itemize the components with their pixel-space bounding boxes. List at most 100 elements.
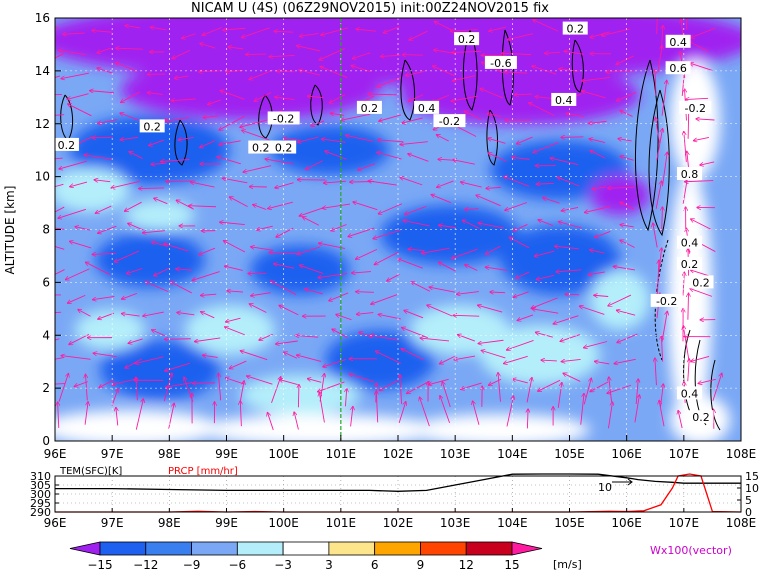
contour-label: -0.2 <box>685 102 706 115</box>
x-tick-label: 106E <box>611 447 642 461</box>
surface-x-tick-label: 107E <box>669 516 700 530</box>
x-tick-label: 104E <box>497 447 528 461</box>
surface-x-tick-label: 96E <box>44 516 67 530</box>
colorbar-box <box>237 542 283 555</box>
contour-label: 0.2 <box>143 120 161 133</box>
y-axis-label: ALTITUDE [km] <box>3 186 17 275</box>
wind-vector <box>402 55 423 56</box>
colorbar-box <box>100 542 146 555</box>
vector-legend-label: Wx100(vector) <box>650 544 732 557</box>
colorbar-tick-label: 6 <box>371 558 379 572</box>
contour-label: 0.2 <box>361 102 379 115</box>
contour-label: 0.4 <box>681 387 699 400</box>
x-tick-label: 98E <box>158 447 181 461</box>
colorbar-tick-label: −3 <box>274 558 292 572</box>
x-tick-label: 102E <box>383 447 414 461</box>
wind-vector <box>164 339 190 340</box>
wind-vector <box>688 293 689 320</box>
wind-vector <box>356 292 374 293</box>
colorbar-box <box>329 542 375 555</box>
field-blob <box>75 310 145 350</box>
wind-field <box>34 0 755 446</box>
surface-x-tick-label: 101E <box>326 516 357 530</box>
surface-x-tick-label: 99E <box>215 516 238 530</box>
colorbar-tick-label: −6 <box>228 558 246 572</box>
contour-label: 0.4 <box>669 36 687 49</box>
y-tick-label: 12 <box>35 117 50 131</box>
field-blob <box>185 305 275 355</box>
surface-x-tick-label: 106E <box>611 516 642 530</box>
colorbar-triangle-low <box>70 542 100 555</box>
chart-title: NICAM U (4S) (06Z29NOV2015) init:00Z24NO… <box>191 1 549 16</box>
x-tick-label: 97E <box>101 447 124 461</box>
contour-label: 0.2 <box>58 139 76 152</box>
contour-label: 0.2 <box>252 142 270 155</box>
wind-vector <box>686 0 687 30</box>
x-tick-label: 101E <box>326 447 357 461</box>
surface-x-tick-label: 105E <box>554 516 585 530</box>
y-tick-label: 0 <box>42 434 50 448</box>
field-blob <box>240 375 360 415</box>
surface-panel: TEM(SFC)[K] PRCP [mm/hr] 310305300295290… <box>30 466 759 530</box>
contour-label: -0.6 <box>490 57 511 70</box>
wind-vector <box>298 384 299 407</box>
contour-label: 0.4 <box>418 102 436 115</box>
colorbar-box <box>375 542 421 555</box>
wind-vector <box>45 94 61 95</box>
y-tick-label: 4 <box>42 328 50 342</box>
colorbar-tick-label: 15 <box>504 558 519 572</box>
x-tick-label: 96E <box>44 447 67 461</box>
surface-x-tick-label: 104E <box>497 516 528 530</box>
temperature-axis-label: TEM(SFC)[K] <box>59 466 122 477</box>
surface-x-tick-label: 97E <box>101 516 124 530</box>
field-blob <box>250 245 350 295</box>
y-tick-label: 14 <box>35 64 50 78</box>
precip-axis-label: PRCP [mm/hr] <box>168 466 238 477</box>
field-blob <box>50 168 130 212</box>
contour-label: -0.2 <box>656 295 677 308</box>
colorbar-tick-label: −9 <box>183 558 201 572</box>
colorbar-box <box>466 542 512 555</box>
colorbar-tick-label: −12 <box>133 558 158 572</box>
surface-annotation: 10 <box>598 481 612 494</box>
x-tick-label: 105E <box>554 447 585 461</box>
contour-label: 0.4 <box>681 237 699 250</box>
annotation-arrow <box>612 479 632 485</box>
surface-frame <box>55 476 741 512</box>
wind-vector <box>514 94 532 95</box>
contour-label: 0.8 <box>681 168 699 181</box>
y-tick-label: 8 <box>42 223 50 237</box>
wind-vector <box>565 294 579 295</box>
contour-label: 0.2 <box>275 142 293 155</box>
surface-x-tick-label: 102E <box>383 516 414 530</box>
surface-x-tick-label: 108E <box>726 516 757 530</box>
colorbar-box <box>283 542 329 555</box>
colorbar-tick-label: −15 <box>87 558 112 572</box>
colorbar-box <box>146 542 192 555</box>
contour-label: 0.4 <box>555 94 573 107</box>
wind-vector <box>607 187 634 188</box>
colorbar-tick-label: 3 <box>325 558 333 572</box>
contour-label: 0.2 <box>681 258 699 271</box>
surface-x-tick-label: 103E <box>440 516 471 530</box>
contour-label: 0.6 <box>669 62 687 75</box>
wind-vector <box>139 188 165 189</box>
colorbar-unit: [m/s] <box>553 558 582 571</box>
x-tick-label: 100E <box>268 447 299 461</box>
contour-label: -0.2 <box>439 115 460 128</box>
surface-grid <box>55 476 741 512</box>
contour-label: 0.2 <box>692 411 710 424</box>
y-tick-label: 6 <box>42 275 50 289</box>
contour-label: 0.2 <box>566 23 584 36</box>
colorbar-triangle-high <box>512 542 542 555</box>
contour-label: -0.2 <box>273 112 294 125</box>
y-tick-label: 16 <box>35 11 50 25</box>
surface-x-tick-label: 100E <box>268 516 299 530</box>
contour-label: 0.2 <box>458 33 476 46</box>
